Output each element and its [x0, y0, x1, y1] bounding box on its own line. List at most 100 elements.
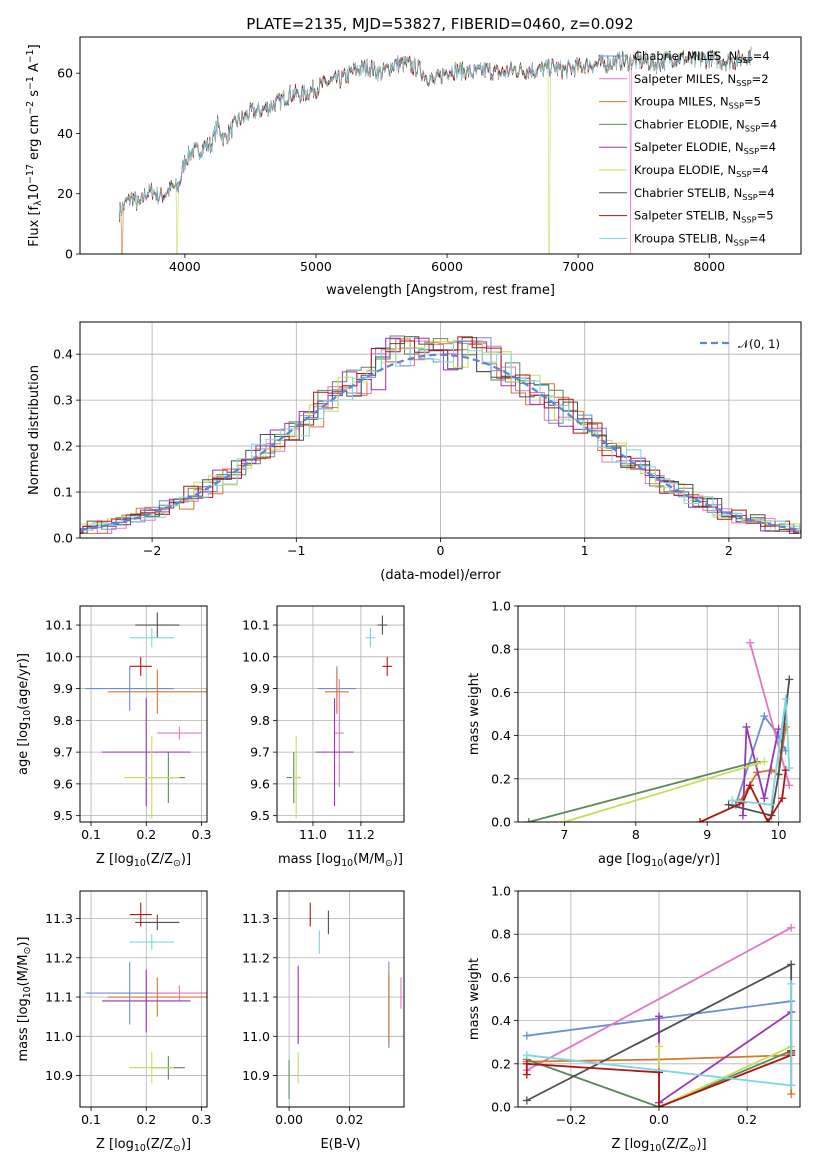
x-tick-label: 0.0 — [649, 1112, 669, 1127]
x-tick-label: 1 — [581, 543, 589, 558]
y-tick-label: 0.4 — [491, 1013, 511, 1028]
legend-entry: Salpeter MILES, NSSP=2 — [634, 72, 769, 88]
y-tick-label: 0.0 — [53, 531, 73, 546]
legend-entry: Chabrier STELIB, NSSP=4 — [634, 186, 775, 202]
spectrum-line — [119, 46, 752, 220]
axes-mass_vs_Z: 0.1 0.2 0.3 10.9 11.0 11.1 11.2 11.3 — [45, 890, 212, 1127]
y-tick-label: 9.6 — [53, 776, 73, 791]
weight-marker — [522, 1070, 531, 1079]
weight-marker — [560, 818, 569, 822]
axes-frame — [276, 890, 405, 1108]
weight-marker — [760, 712, 769, 721]
y-tick-label: 10.0 — [45, 649, 73, 664]
axes-weight_vs_age: 7 8 9 10 0.0 0.2 0.4 0.6 0.8 1.0 — [491, 599, 801, 842]
mass_vs_ebv-x-axis-label: E(B-V) — [320, 1137, 360, 1152]
weight-marker — [522, 1059, 531, 1068]
y-tick-label: 0.8 — [491, 927, 511, 942]
plot-area-weight_vs_Z — [522, 923, 796, 1107]
weight-marker — [655, 1103, 663, 1107]
errorbar-point — [129, 1052, 174, 1084]
histogram-step-line — [80, 339, 801, 534]
axes-frame — [79, 321, 802, 539]
y-tick-label: 0.4 — [53, 347, 73, 362]
weight-marker — [785, 675, 794, 684]
y-tick-label: 11.0 — [242, 1029, 270, 1044]
spectrum-legend: Chabrier MILES, NSSP=4 Salpeter MILES, NS… — [599, 49, 777, 247]
legend-entry: Salpeter ELODIE, NSSP=4 — [634, 140, 776, 156]
plot-area-spectrum — [119, 46, 752, 254]
residuals-legend: 𝒩(0, 1) — [700, 337, 780, 351]
y-tick-label: 0.3 — [53, 393, 73, 408]
weight_vs_Z-y-axis-label: mass weight — [467, 958, 482, 1040]
x-tick-label: −0.2 — [556, 1112, 586, 1127]
weight-marker — [787, 1090, 796, 1099]
weight-marker — [655, 1012, 663, 1021]
legend-entry: Kroupa MILES, NSSP=5 — [634, 95, 761, 111]
errorbar-point — [129, 934, 174, 950]
x-tick-label: 0.3 — [192, 1112, 212, 1127]
y-tick-label: 9.9 — [53, 681, 73, 696]
legend-entry: Salpeter STELIB, NSSP=5 — [634, 209, 774, 225]
y-tick-label: 0.6 — [491, 970, 511, 985]
weight-marker — [760, 794, 769, 803]
weight-series-line — [564, 760, 765, 822]
y-tick-label: 9.5 — [53, 808, 73, 823]
x-tick-label: 9 — [703, 827, 711, 842]
legend-entry: Chabrier ELODIE, NSSP=4 — [634, 117, 777, 133]
y-tick-label: 9.8 — [53, 713, 73, 728]
y-tick-label: 11.3 — [242, 911, 270, 926]
y-tick-label: 9.7 — [250, 745, 270, 760]
errorbar-point — [129, 656, 152, 676]
x-tick-label: 6000 — [431, 259, 463, 274]
y-tick-label: 60 — [57, 66, 73, 81]
y-tick-label: 9.8 — [250, 713, 270, 728]
x-tick-label: 7000 — [562, 259, 594, 274]
errorbar-point — [377, 615, 388, 635]
y-tick-label: 10.9 — [45, 1068, 73, 1083]
errorbar-point — [107, 669, 207, 714]
normal-reference-curve — [80, 353, 801, 531]
weight-series-line — [658, 1045, 792, 1107]
weight-marker — [753, 759, 762, 768]
x-tick-label: 10 — [771, 827, 787, 842]
plot-area-age_vs_Z — [85, 612, 207, 819]
y-tick-label: 0.8 — [491, 642, 511, 657]
x-tick-label: 8 — [632, 827, 640, 842]
axes-mass_vs_ebv: 0.00 0.02 10.9 11.0 11.1 11.2 11.3 — [242, 890, 405, 1127]
gridlines-weight_vs_age — [518, 605, 800, 823]
weight-marker — [522, 1051, 531, 1060]
weight-marker — [746, 781, 755, 790]
age_vs_Z-y-axis-label: age [log10(age/yr)] — [16, 653, 33, 775]
y-tick-label: 1.0 — [491, 884, 511, 899]
errorbar-point — [291, 736, 301, 819]
x-tick-label: 8000 — [693, 259, 725, 274]
gridlines-mass_vs_ebv — [277, 891, 404, 1107]
y-tick-label: 9.5 — [250, 808, 270, 823]
gridlines-age_vs_Z — [80, 606, 207, 822]
gridlines-residuals — [80, 322, 801, 539]
weight-series-line — [732, 698, 791, 806]
weight-marker — [746, 638, 755, 647]
errorbar-point — [324, 669, 349, 714]
x-tick-label: −2 — [143, 543, 161, 558]
y-tick-label: 10.1 — [45, 618, 73, 633]
axes-weight_vs_Z: −0.2 0.0 0.2 0.0 0.2 0.4 0.6 0.8 1.0 — [491, 884, 801, 1127]
age_vs_mass-x-axis-label: mass [log10(M/M⊙)] — [278, 852, 403, 869]
weight-marker — [785, 781, 794, 790]
axes-frame — [79, 605, 208, 823]
errorbar-point — [382, 656, 393, 676]
errorbar-point — [124, 736, 180, 819]
weight_vs_Z-x-axis-label: Z [log10(Z/Z⊙)] — [611, 1137, 706, 1154]
errorbar-point — [107, 977, 207, 1017]
legend-entry: Chabrier MILES, NSSP=4 — [634, 49, 770, 65]
y-tick-label: 11.3 — [45, 911, 73, 926]
weight-marker — [724, 800, 733, 809]
y-tick-label: 0.2 — [53, 439, 73, 454]
weight-series-line — [749, 642, 791, 786]
x-tick-label: 0.2 — [136, 827, 156, 842]
spectrum-x-axis-label: wavelength [Angstrom, rest frame] — [326, 283, 555, 298]
mass_vs_Z-x-axis-label: Z [log10(Z/Z⊙)] — [96, 1137, 191, 1154]
x-tick-label: 5000 — [300, 259, 332, 274]
weight-marker — [778, 794, 787, 803]
y-tick-label: 40 — [57, 126, 73, 141]
